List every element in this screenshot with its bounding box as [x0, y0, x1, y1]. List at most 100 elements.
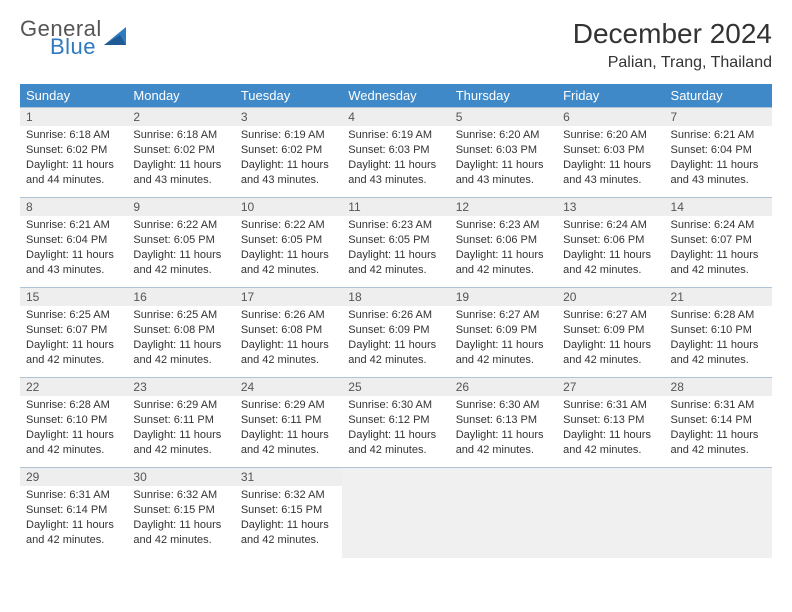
sunset-text: Sunset: 6:08 PM [241, 323, 336, 338]
daylight-text: Daylight: 11 hours and 42 minutes. [563, 428, 658, 458]
calendar-cell: 27 Sunrise: 6:31 AMSunset: 6:13 PMDayligh… [557, 378, 664, 468]
sunset-text: Sunset: 6:09 PM [456, 323, 551, 338]
daylight-text: Daylight: 11 hours and 42 minutes. [456, 248, 551, 278]
day-number: 27 [557, 378, 664, 396]
calendar-cell: 3Sunrise: 6:19 AMSunset: 6:02 PMDaylight… [235, 108, 342, 198]
day-details: Sunrise: 6:26 AMSunset: 6:09 PMDaylight:… [342, 306, 449, 373]
day-number: 24 [235, 378, 342, 396]
sunset-text: Sunset: 6:13 PM [456, 413, 551, 428]
calendar-cell: 4Sunrise: 6:19 AMSunset: 6:03 PMDaylight… [342, 108, 449, 198]
day-details: Sunrise: 6:31 AMSunset: 6:14 PMDaylight:… [20, 486, 127, 553]
day-number: 10 [235, 198, 342, 216]
sunset-text: Sunset: 6:10 PM [671, 323, 766, 338]
sunrise-text: Sunrise: 6:21 AM [671, 128, 766, 143]
day-details: Sunrise: 6:32 AMSunset: 6:15 PMDaylight:… [127, 486, 234, 553]
month-title: December 2024 [573, 18, 772, 50]
daylight-text: Daylight: 11 hours and 42 minutes. [133, 338, 228, 368]
sunset-text: Sunset: 6:09 PM [563, 323, 658, 338]
sunset-text: Sunset: 6:03 PM [456, 143, 551, 158]
daylight-text: Daylight: 11 hours and 43 minutes. [671, 158, 766, 188]
calendar-cell: 26Sunrise: 6:30 AMSunset: 6:13 PMDayligh… [450, 378, 557, 468]
calendar-row: 8Sunrise: 6:21 AMSunset: 6:04 PMDaylight… [20, 198, 772, 288]
daylight-text: Daylight: 11 hours and 42 minutes. [671, 428, 766, 458]
calendar-cell: 22Sunrise: 6:28 AMSunset: 6:10 PMDayligh… [20, 378, 127, 468]
calendar-cell: 20Sunrise: 6:27 AMSunset: 6:09 PMDayligh… [557, 288, 664, 378]
daylight-text: Daylight: 11 hours and 43 minutes. [348, 158, 443, 188]
sunrise-text: Sunrise: 6:29 AM [133, 398, 228, 413]
day-details: Sunrise: 6:20 AMSunset: 6:03 PMDaylight:… [557, 126, 664, 193]
location: Palian, Trang, Thailand [573, 54, 772, 72]
day-details: Sunrise: 6:25 AMSunset: 6:08 PMDaylight:… [127, 306, 234, 373]
sunset-text: Sunset: 6:10 PM [26, 413, 121, 428]
daylight-text: Daylight: 11 hours and 42 minutes. [671, 248, 766, 278]
sunset-text: Sunset: 6:12 PM [348, 413, 443, 428]
sunrise-text: Sunrise: 6:31 AM [563, 398, 658, 413]
day-details: Sunrise: 6:29 AMSunset: 6:11 PMDaylight:… [127, 396, 234, 463]
day-details: Sunrise: 6:19 AMSunset: 6:02 PMDaylight:… [235, 126, 342, 193]
day-number: 8 [20, 198, 127, 216]
day-details: Sunrise: 6:23 AMSunset: 6:05 PMDaylight:… [342, 216, 449, 283]
day-details: Sunrise: 6:25 AMSunset: 6:07 PMDaylight:… [20, 306, 127, 373]
sunrise-text: Sunrise: 6:23 AM [348, 218, 443, 233]
calendar-cell: 30Sunrise: 6:32 AMSunset: 6:15 PMDayligh… [127, 468, 234, 558]
sunset-text: Sunset: 6:02 PM [133, 143, 228, 158]
sunset-text: Sunset: 6:06 PM [456, 233, 551, 248]
weekday-header: Friday [557, 84, 664, 108]
sunset-text: Sunset: 6:07 PM [671, 233, 766, 248]
sunrise-text: Sunrise: 6:32 AM [241, 488, 336, 503]
day-number: 1 [20, 108, 127, 126]
daylight-text: Daylight: 11 hours and 42 minutes. [241, 248, 336, 278]
calendar-cell: 12Sunrise: 6:23 AMSunset: 6:06 PMDayligh… [450, 198, 557, 288]
calendar-cell: 28Sunrise: 6:31 AMSunset: 6:14 PMDayligh… [665, 378, 772, 468]
calendar-cell: 21Sunrise: 6:28 AMSunset: 6:10 PMDayligh… [665, 288, 772, 378]
sunrise-text: Sunrise: 6:20 AM [456, 128, 551, 143]
day-number: 12 [450, 198, 557, 216]
header: General Blue December 2024 Palian, Trang… [20, 18, 772, 72]
sunset-text: Sunset: 6:03 PM [348, 143, 443, 158]
weekday-header: Sunday [20, 84, 127, 108]
daylight-text: Daylight: 11 hours and 43 minutes. [241, 158, 336, 188]
sunset-text: Sunset: 6:13 PM [563, 413, 658, 428]
sunrise-text: Sunrise: 6:30 AM [456, 398, 551, 413]
daylight-text: Daylight: 11 hours and 42 minutes. [348, 338, 443, 368]
daylight-text: Daylight: 11 hours and 42 minutes. [26, 338, 121, 368]
daylight-text: Daylight: 11 hours and 42 minutes. [241, 338, 336, 368]
day-number: 11 [342, 198, 449, 216]
daylight-text: Daylight: 11 hours and 42 minutes. [241, 518, 336, 548]
calendar-cell: 1Sunrise: 6:18 AMSunset: 6:02 PMDaylight… [20, 108, 127, 198]
sunset-text: Sunset: 6:15 PM [133, 503, 228, 518]
day-number: 21 [665, 288, 772, 306]
day-details: Sunrise: 6:31 AMSunset: 6:14 PMDaylight:… [665, 396, 772, 463]
sunrise-text: Sunrise: 6:18 AM [133, 128, 228, 143]
sunrise-text: Sunrise: 6:20 AM [563, 128, 658, 143]
daylight-text: Daylight: 11 hours and 43 minutes. [456, 158, 551, 188]
sunset-text: Sunset: 6:08 PM [133, 323, 228, 338]
sunrise-text: Sunrise: 6:27 AM [456, 308, 551, 323]
calendar-row: 29Sunrise: 6:31 AMSunset: 6:14 PMDayligh… [20, 468, 772, 558]
sunset-text: Sunset: 6:02 PM [26, 143, 121, 158]
day-number: 14 [665, 198, 772, 216]
day-details: Sunrise: 6:18 AMSunset: 6:02 PMDaylight:… [20, 126, 127, 193]
calendar-cell: 7Sunrise: 6:21 AMSunset: 6:04 PMDaylight… [665, 108, 772, 198]
calendar-cell: 14 Sunrise: 6:24 AMSunset: 6:07 PMDayligh… [665, 198, 772, 288]
weekday-header: Tuesday [235, 84, 342, 108]
weekday-header: Saturday [665, 84, 772, 108]
logo-blue: Blue [50, 36, 102, 58]
day-details: Sunrise: 6:21 AMSunset: 6:04 PMDaylight:… [20, 216, 127, 283]
day-number: 2 [127, 108, 234, 126]
day-number: 3 [235, 108, 342, 126]
day-number: 9 [127, 198, 234, 216]
sunset-text: Sunset: 6:03 PM [563, 143, 658, 158]
sunrise-text: Sunrise: 6:24 AM [671, 218, 766, 233]
logo-text: General Blue [20, 18, 102, 58]
day-details: Sunrise: 6:20 AMSunset: 6:03 PMDaylight:… [450, 126, 557, 193]
sunrise-text: Sunrise: 6:31 AM [26, 488, 121, 503]
daylight-text: Daylight: 11 hours and 42 minutes. [348, 248, 443, 278]
day-details: Sunrise: 6:22 AMSunset: 6:05 PMDaylight:… [127, 216, 234, 283]
weekday-header-row: Sunday Monday Tuesday Wednesday Thursday… [20, 84, 772, 108]
daylight-text: Daylight: 11 hours and 42 minutes. [456, 338, 551, 368]
day-details: Sunrise: 6:29 AMSunset: 6:11 PMDaylight:… [235, 396, 342, 463]
daylight-text: Daylight: 11 hours and 42 minutes. [241, 428, 336, 458]
sunrise-text: Sunrise: 6:26 AM [241, 308, 336, 323]
sunset-text: Sunset: 6:09 PM [348, 323, 443, 338]
